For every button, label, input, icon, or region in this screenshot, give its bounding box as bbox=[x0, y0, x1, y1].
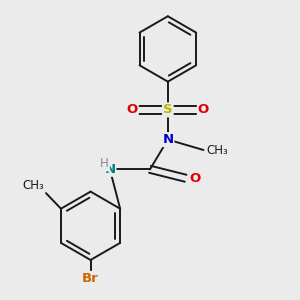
Text: O: O bbox=[189, 172, 200, 185]
Text: S: S bbox=[163, 103, 172, 116]
Text: CH₃: CH₃ bbox=[23, 178, 44, 192]
Text: Br: Br bbox=[82, 272, 99, 285]
Text: H: H bbox=[100, 158, 109, 170]
Text: O: O bbox=[127, 103, 138, 116]
Text: N: N bbox=[104, 163, 116, 176]
Text: O: O bbox=[198, 103, 209, 116]
Text: N: N bbox=[162, 133, 173, 146]
Text: CH₃: CH₃ bbox=[206, 144, 228, 157]
